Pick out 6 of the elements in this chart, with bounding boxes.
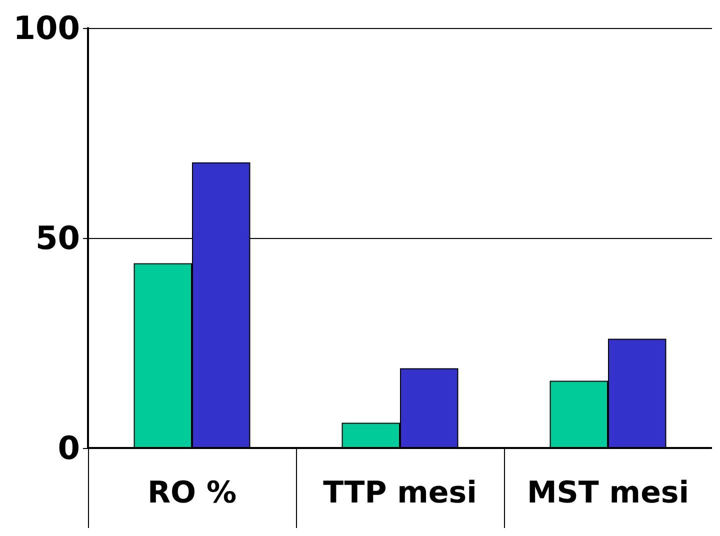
y-tick-label: 0 xyxy=(58,429,80,467)
x-tick-label: MST mesi xyxy=(526,476,690,510)
y-tick-label: 50 xyxy=(35,219,80,257)
x-tick-label: RO % xyxy=(147,476,237,510)
y-tick-label: 100 xyxy=(13,9,80,47)
x-tick-label: TTP mesi xyxy=(323,476,477,510)
